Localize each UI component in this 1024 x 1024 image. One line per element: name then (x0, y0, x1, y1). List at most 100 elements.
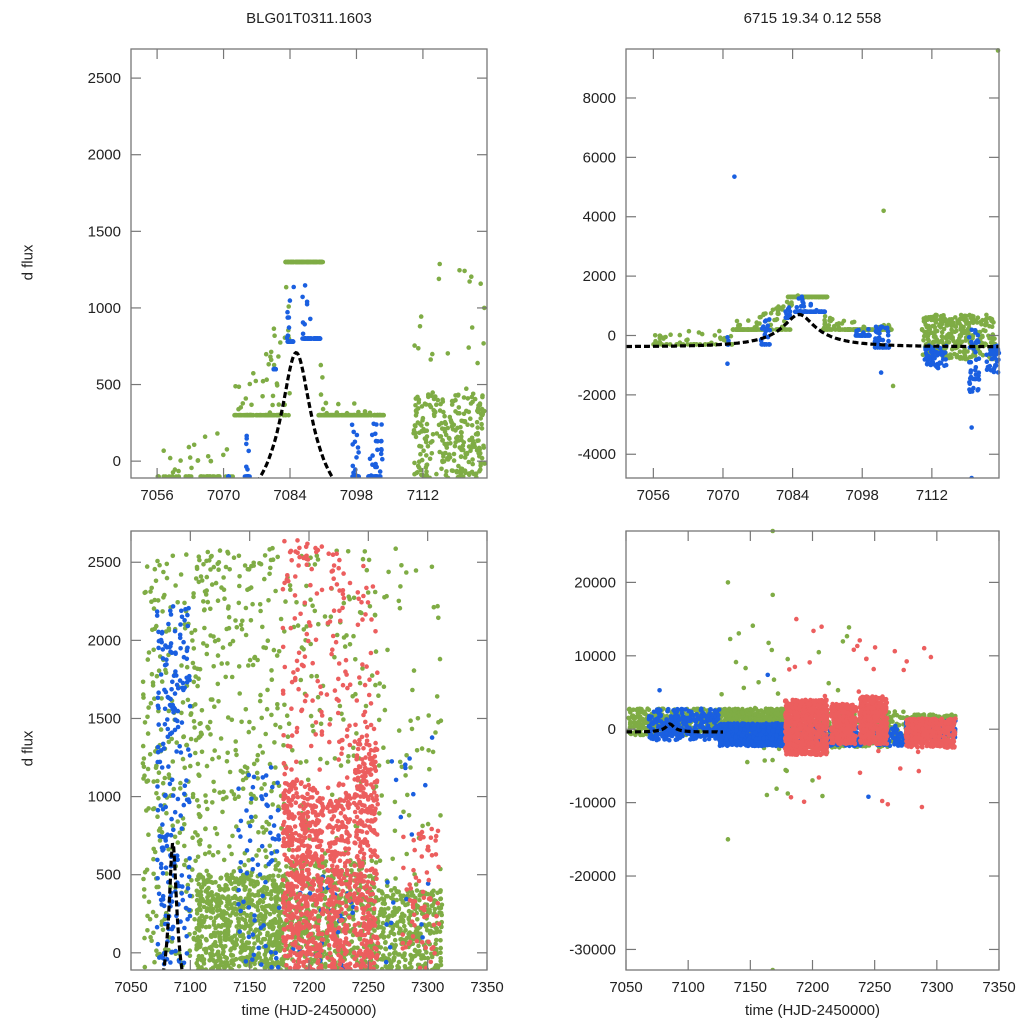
data-point-blue (873, 328, 879, 334)
data-point-red (297, 945, 302, 951)
data-point-blue (380, 456, 385, 462)
data-point-green (373, 895, 379, 900)
data-point-blue (169, 650, 175, 656)
data-point-green (215, 598, 221, 603)
data-point-green (925, 317, 930, 323)
data-point-green (275, 554, 281, 560)
data-point-blue (370, 453, 375, 458)
data-point-green (212, 704, 217, 709)
data-point-green (390, 926, 396, 932)
data-point-green (276, 649, 282, 654)
data-point-green (372, 928, 377, 933)
data-point-green (385, 894, 390, 899)
data-point-green (467, 279, 472, 284)
data-point-green (262, 576, 267, 582)
data-point-green (820, 294, 825, 300)
data-point-blue (173, 669, 178, 674)
data-point-blue (167, 781, 173, 787)
data-point-green (205, 454, 211, 459)
data-point-blue (168, 612, 174, 617)
data-point-green (164, 575, 170, 581)
data-point-green (199, 919, 205, 924)
data-point-blue (173, 948, 178, 954)
data-point-green (314, 673, 320, 679)
data-point-green (370, 876, 376, 881)
data-point-blue (938, 360, 944, 366)
data-point-green (277, 868, 282, 873)
data-point-green (409, 953, 414, 959)
data-point-green (461, 395, 467, 400)
data-point-green (420, 415, 426, 421)
data-point-blue (875, 341, 880, 346)
data-point-red (320, 803, 326, 809)
data-point-green (829, 327, 834, 332)
data-point-green (786, 327, 792, 332)
data-point-green (195, 938, 201, 943)
data-point-blue (171, 827, 176, 833)
data-point-blue (969, 327, 975, 333)
data-point-green (215, 850, 221, 855)
data-point-green (230, 833, 235, 839)
data-point-green (386, 934, 391, 939)
data-point-green (199, 749, 205, 755)
data-point-green (164, 871, 169, 876)
data-point-green (197, 666, 203, 672)
data-point-green (921, 338, 926, 343)
data-point-green (429, 903, 435, 908)
data-point-green (191, 442, 197, 448)
data-point-green (142, 720, 148, 725)
data-point-green (286, 847, 292, 852)
data-point-green (263, 948, 269, 953)
data-point-green (195, 458, 201, 463)
data-point-red (289, 803, 294, 808)
data-point-green (149, 585, 154, 591)
data-point-green (151, 779, 156, 784)
data-point-green (269, 788, 274, 794)
data-point-green (276, 412, 281, 418)
data-point-blue (393, 777, 399, 783)
data-point-green (434, 471, 439, 477)
data-point-green (240, 401, 246, 406)
data-point-green (941, 315, 946, 321)
data-point-green (204, 763, 210, 769)
data-point-green (301, 627, 307, 632)
data-point-green (331, 412, 337, 418)
data-point-green (265, 930, 270, 936)
series-blue (154, 604, 435, 970)
data-point-green (426, 713, 432, 718)
data-point-green (217, 907, 223, 913)
data-point-green (276, 402, 282, 407)
y-tick-label: 1000 (88, 300, 121, 317)
data-point-green (434, 694, 440, 699)
y-tick-label: -2000 (578, 387, 616, 404)
data-point-green (274, 383, 280, 388)
data-point-green (396, 728, 402, 733)
data-point-blue (302, 283, 308, 288)
data-point-green (151, 856, 156, 862)
data-point-green (271, 932, 276, 937)
data-point-green (207, 924, 212, 929)
data-point-blue (269, 964, 274, 970)
data-point-green (171, 786, 177, 792)
data-point-blue (285, 315, 291, 320)
data-point-green (470, 399, 475, 405)
data-point-green (238, 875, 244, 881)
data-point-green (145, 657, 151, 662)
data-point-green (255, 900, 261, 905)
data-point-green (412, 460, 417, 466)
data-point-green (424, 462, 429, 468)
data-point-blue (263, 773, 269, 778)
data-point-blue (991, 369, 997, 375)
data-point-green (470, 391, 476, 397)
data-point-green (182, 843, 187, 849)
data-point-green (309, 673, 314, 679)
data-point-blue (161, 903, 167, 909)
data-point-green (294, 600, 299, 605)
data-point-green (273, 897, 279, 903)
data-point-green (963, 313, 969, 319)
data-point-blue (179, 720, 185, 725)
data-point-green (258, 561, 264, 567)
data-point-blue (263, 792, 269, 798)
x-tick-label: 7056 (637, 487, 670, 504)
data-point-green (178, 572, 184, 577)
